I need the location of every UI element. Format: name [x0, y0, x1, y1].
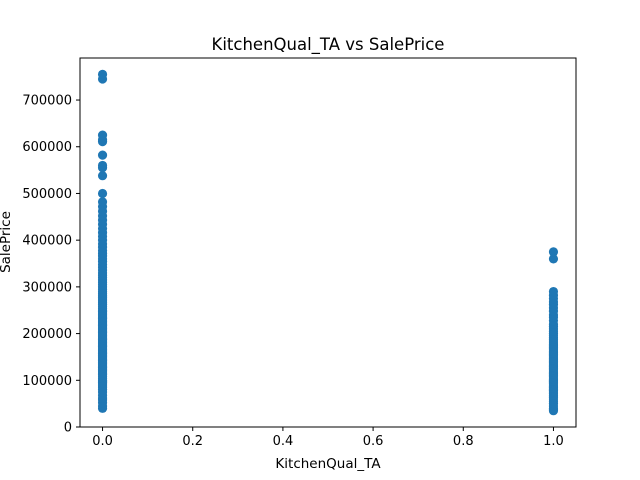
- data-point: [548, 286, 559, 297]
- x-tick-label: 0.6: [363, 434, 384, 449]
- y-tick-label: 100000: [22, 374, 72, 389]
- data-point: [97, 160, 108, 171]
- y-tick-label: 500000: [22, 187, 72, 202]
- data-point: [548, 254, 559, 264]
- data-point: [97, 130, 108, 140]
- data-point: [97, 197, 108, 207]
- x-axis-label: KitchenQual_TA: [275, 456, 381, 472]
- data-point: [97, 188, 108, 199]
- x-tick-label: 0.8: [453, 434, 474, 449]
- y-tick-label: 400000: [22, 234, 72, 249]
- x-tick-label: 0.0: [92, 434, 113, 449]
- chart-title: KitchenQual_TA vs SalePrice: [212, 35, 445, 55]
- y-tick-label: 600000: [22, 140, 72, 155]
- data-point: [97, 150, 108, 160]
- data-point: [97, 69, 108, 79]
- y-tick-label: 200000: [22, 327, 72, 342]
- x-tick-label: 1.0: [543, 434, 564, 449]
- y-tick-label: 300000: [22, 280, 72, 295]
- data-point: [97, 171, 108, 181]
- data-point: [548, 247, 559, 257]
- plot-frame: [79, 57, 577, 428]
- y-tick-label: 700000: [22, 94, 72, 109]
- points-layer: [97, 69, 559, 416]
- ticks-layer: 0.0 0.2 0.4 0.6 0.8 1.0 0 100000 200000 300000 400…: [22, 94, 563, 449]
- y-axis-label: SalePrice: [0, 211, 14, 273]
- x-tick-label: 0.4: [273, 434, 294, 449]
- y-tick-label: 0: [64, 421, 72, 436]
- x-tick-label: 0.2: [182, 434, 203, 449]
